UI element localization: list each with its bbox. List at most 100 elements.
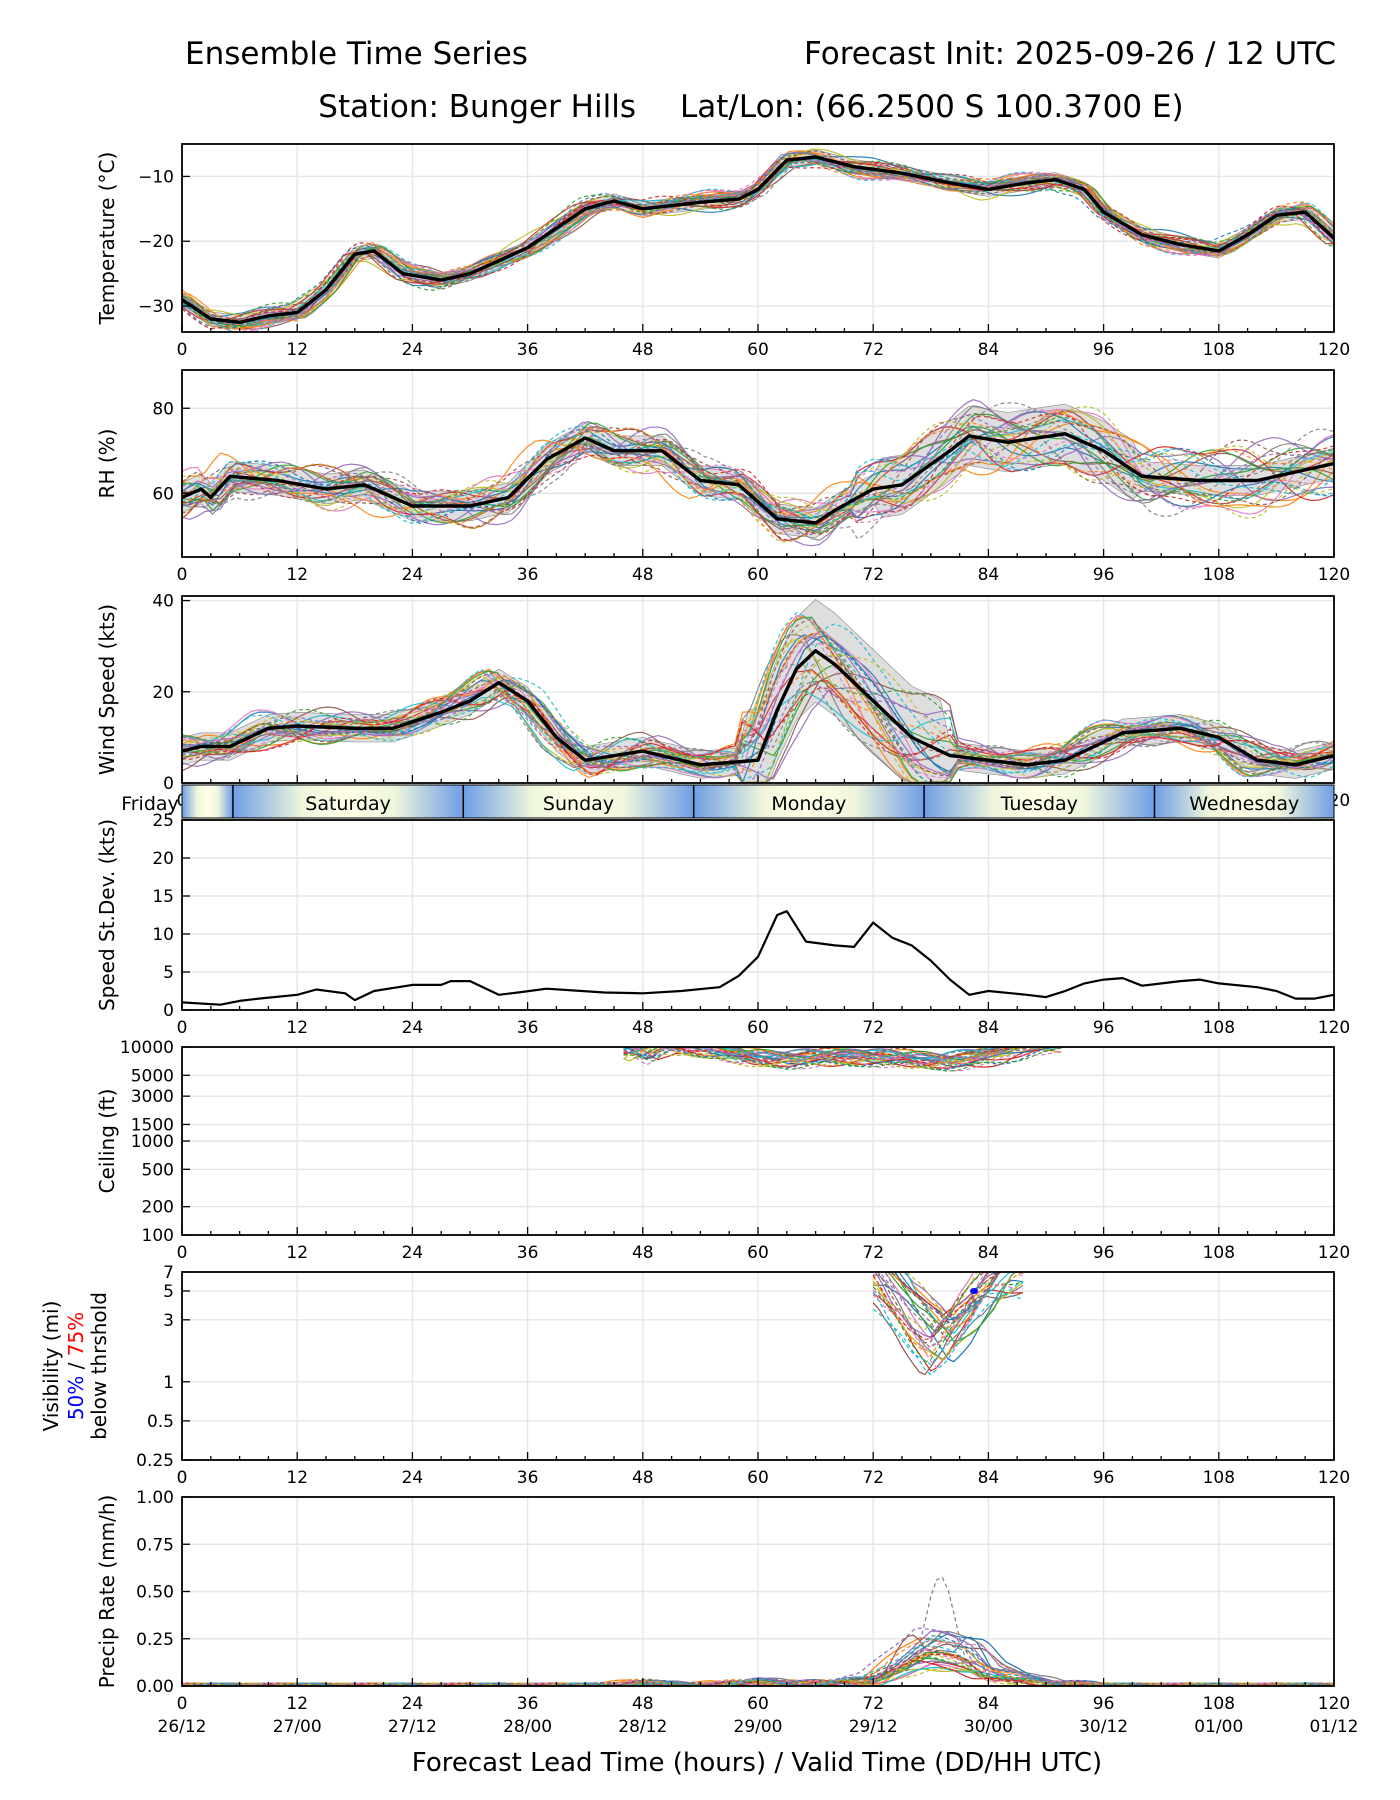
y-tick-label: 60	[152, 484, 174, 504]
y-tick-label: 20	[152, 849, 174, 869]
member-line	[182, 412, 1334, 535]
day-segment-fill	[1154, 785, 1245, 818]
valid-time-label: 30/12	[1079, 1717, 1128, 1737]
x-tick-label: 60	[747, 340, 769, 360]
day-segment-fill	[207, 785, 233, 818]
valid-time-label: 29/00	[734, 1717, 783, 1737]
panel-temperature: 0 12 24 36 48 60 72 84 96 108 120 −30 −20 −10 Temperat…	[95, 143, 1350, 360]
x-tick-label: 0	[177, 1694, 188, 1714]
x-tick-label: 48	[632, 1018, 654, 1038]
x-tick-label: 120	[1318, 1018, 1350, 1038]
y-tick-label: 5000	[131, 1066, 174, 1086]
day-strip: Friday Saturday Sunday Monday Tuesday Wednesd…	[121, 784, 1335, 819]
x-tick-label: 24	[402, 1018, 424, 1038]
day-strip-frame	[181, 784, 1335, 819]
valid-time-label: 26/12	[158, 1717, 207, 1737]
member-line	[182, 623, 1334, 783]
x-tick-label: 96	[1093, 1694, 1115, 1714]
member-line	[182, 163, 1334, 330]
ensemble-mean-line	[182, 155, 1334, 324]
y-tick-label: 7	[163, 1263, 174, 1283]
x-tick-label: 12	[286, 1018, 308, 1038]
member-line	[182, 663, 1334, 767]
x-tick-label: 0	[177, 1468, 188, 1488]
x-axis-label: Forecast Lead Time (hours) / Valid Time …	[412, 1748, 1102, 1778]
y-tick-label: 0.00	[136, 1677, 174, 1697]
x-tick-label: 96	[1093, 565, 1115, 585]
x-tick-label: 0	[177, 340, 188, 360]
member-line	[182, 414, 1334, 536]
y-tick-label: 0.75	[136, 1535, 174, 1555]
day-label: Tuesday	[1000, 793, 1078, 815]
x-tick-label: 36	[517, 565, 539, 585]
member-line	[182, 158, 1334, 324]
member-line	[874, 1272, 998, 1338]
panel-visibility: 0 12 24 36 48 60 72 84 96 108 120 0.25 0.5 1 3 57 Visibi…	[39, 1263, 1350, 1488]
x-tick-label: 120	[1318, 1468, 1350, 1488]
member-line	[872, 1281, 1024, 1366]
valid-time-label: 28/12	[618, 1717, 667, 1737]
member-line	[623, 1047, 1062, 1071]
ensemble-mean-line	[182, 432, 1334, 525]
ensemble-mean-line	[182, 910, 1334, 1006]
x-tick-label: 72	[862, 340, 884, 360]
day-segment-fill	[1039, 785, 1155, 818]
y-tick-label: 100	[142, 1226, 174, 1246]
y-axis-label: Temperature (°C)	[95, 152, 119, 326]
x-tick-label: 108	[1203, 1018, 1235, 1038]
y-tick-label: 0.5	[147, 1412, 174, 1432]
ensemble-mean-line	[182, 649, 1334, 767]
x-tick-label: 96	[1093, 1018, 1115, 1038]
member-line	[878, 1272, 990, 1332]
y-tick-label: 5	[163, 1282, 174, 1302]
station-latlon: Lat/Lon: (66.2500 S 100.3700 E)	[680, 89, 1184, 125]
series-group	[872, 1272, 1024, 1376]
y-tick-label: 1500	[131, 1115, 174, 1135]
member-line	[905, 1272, 1011, 1335]
member-line	[889, 1272, 998, 1344]
y-axis-label: Wind Speed (kts)	[95, 604, 119, 775]
x-tick-label: 36	[517, 1018, 539, 1038]
y-tick-label: 0.25	[136, 1630, 174, 1650]
x-tick-label: 108	[1203, 1468, 1235, 1488]
x-tick-label: 48	[632, 1694, 654, 1714]
x-tick-label: 24	[402, 565, 424, 585]
x-tick-label: 108	[1203, 1243, 1235, 1263]
valid-time-label: 28/00	[503, 1717, 552, 1737]
x-tick-label: 120	[1318, 565, 1350, 585]
member-line	[637, 1047, 1002, 1061]
member-line	[182, 634, 1334, 783]
member-line	[623, 1047, 1052, 1069]
panel-ceiling: 0 12 24 36 48 60 72 84 96 108 120 100 200 500 10001500…	[95, 1038, 1350, 1263]
y-tick-label: 3	[163, 1311, 174, 1331]
valid-time-label: 01/00	[1194, 1717, 1243, 1737]
member-line	[872, 1292, 1024, 1376]
label-75pct: 75%	[64, 1312, 88, 1356]
day-segment-fill	[232, 785, 349, 818]
panel-precip: 0 26/12 12 27/00 24 27/12 36 28/00 48 28/12 60 29/0…	[95, 1488, 1359, 1737]
member-line	[182, 670, 1334, 773]
day-segment-fill	[808, 785, 925, 818]
panel-wind: 0122436486072849610812002040Wind Speed (…	[95, 592, 1350, 811]
x-tick-label: 60	[747, 1243, 769, 1263]
y-tick-label: 1	[163, 1373, 174, 1393]
label-separator: /	[64, 1356, 88, 1375]
day-segment-fill	[182, 785, 208, 818]
x-tick-label: 84	[978, 1468, 1000, 1488]
y-tick-label: 40	[152, 592, 174, 612]
day-label: Sunday	[543, 793, 614, 815]
y-tick-label: 0	[163, 1001, 174, 1021]
x-tick-label: 84	[978, 1694, 1000, 1714]
member-line	[872, 1272, 979, 1331]
x-tick-label: 120	[1318, 1694, 1350, 1714]
x-tick-label: 60	[747, 1018, 769, 1038]
figure-title: Ensemble Time Series	[185, 36, 528, 72]
series-group	[182, 599, 1334, 783]
member-line	[182, 158, 1334, 325]
series-group	[623, 1047, 1062, 1072]
x-tick-label: 0	[177, 1018, 188, 1038]
y-tick-label: 5	[163, 963, 174, 983]
member-line	[182, 612, 1334, 783]
member-line	[182, 1653, 1334, 1686]
member-line	[182, 635, 1334, 779]
